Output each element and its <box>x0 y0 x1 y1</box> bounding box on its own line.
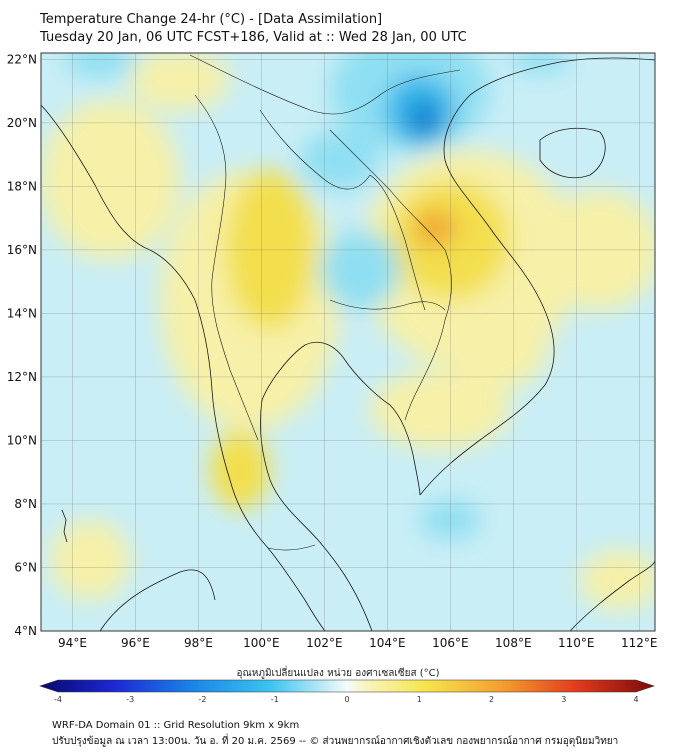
longitude-tick-label: 104°E <box>369 636 406 650</box>
map-frame <box>40 52 656 632</box>
latitude-tick-label: 4°N <box>14 624 37 638</box>
border-malaysia-thailand <box>267 544 316 551</box>
colorbar-tick-label: 3 <box>561 695 566 704</box>
latitude-tick-label: 14°N <box>7 306 37 320</box>
colorbar-gradient <box>39 679 655 693</box>
cool-anomaly-upper <box>300 130 380 190</box>
coastline-borneo <box>569 559 655 631</box>
border-thailand-myanmar <box>194 94 259 441</box>
model-info: WRF-DA Domain 01 :: Grid Resolution 9km … <box>52 720 300 731</box>
latitude-tick-label: 6°N <box>14 560 37 574</box>
longitude-tick-label: 94°E <box>58 636 87 650</box>
colorbar-ticks: -4 -3 -2 -1 0 1 2 3 4 <box>54 695 639 704</box>
longitude-tick-label: 106°E <box>432 636 469 650</box>
latitude-tick-label: 22°N <box>7 52 37 66</box>
cool-anomaly-south <box>420 500 480 540</box>
warm-anomaly-west <box>41 100 180 260</box>
longitude-tick-label: 112°E <box>621 636 658 650</box>
colorbar-tick-label: 2 <box>489 695 494 704</box>
colder-core-gulf-tonkin <box>409 102 441 138</box>
cool-anomaly-northwest <box>65 53 135 78</box>
colorbar-tick-label: 1 <box>417 695 422 704</box>
warm-anomaly-vietnam <box>450 290 550 390</box>
latitude-tick-label: 12°N <box>7 370 37 384</box>
border-thailand-cambodia <box>329 299 446 311</box>
coastline-vietnam <box>419 57 655 496</box>
coastline-hainan <box>539 127 606 179</box>
border-china-north <box>189 54 461 115</box>
country-borders <box>189 54 461 551</box>
longitude-tick-label: 96°E <box>121 636 150 650</box>
colorbar-tick-label: -3 <box>126 695 134 704</box>
border-laos-vietnam <box>329 129 452 321</box>
warm-anomaly-southwest <box>50 520 130 600</box>
coastline-gulf-thailand <box>261 341 421 496</box>
latitude-tick-label: 10°N <box>7 433 37 447</box>
map-subtitle: Tuesday 20 Jan, 06 UTC FCST+186, Valid a… <box>40 30 467 45</box>
colorbar-tick-label: -2 <box>199 695 207 704</box>
latitude-tick-label: 8°N <box>14 497 37 511</box>
coastline-sumatra <box>99 569 216 631</box>
longitude-tick-label: 100°E <box>243 636 280 650</box>
longitude-tick-label: 110°E <box>558 636 595 650</box>
cool-anomaly-northeast <box>510 53 570 74</box>
colorbar-tick-label: 4 <box>633 695 638 704</box>
latitude-tick-label: 20°N <box>7 116 37 130</box>
warm-anomaly-north <box>130 53 230 110</box>
latitude-tick-label: 16°N <box>7 243 37 257</box>
warm-anomaly-peninsula <box>210 430 270 510</box>
warm-anomaly-cambodia <box>370 370 510 450</box>
hot-core-laos <box>413 210 457 246</box>
warm-anomaly-southeast <box>580 550 655 610</box>
colorbar: -4 -3 -2 -1 0 1 2 3 4 <box>39 679 655 704</box>
longitude-tick-label: 108°E <box>495 636 532 650</box>
cool-anomaly-isan <box>320 230 400 310</box>
map-title: Temperature Change 24-hr (°C) - [Data As… <box>40 12 383 27</box>
coastline-andaman <box>61 509 68 543</box>
border-thailand-laos <box>259 109 426 311</box>
update-credit: ปรับปรุงข้อมูล ณ เวลา 13:00น. วัน อ. ที่… <box>52 736 619 747</box>
colorbar-tick-label: 0 <box>344 695 349 704</box>
colorbar-tick-label: -1 <box>271 695 279 704</box>
latitude-tick-label: 18°N <box>7 179 37 193</box>
longitude-tick-label: 98°E <box>184 636 213 650</box>
temperature-field <box>41 53 655 631</box>
axis-labels: 94°E 96°E 98°E 100°E 102°E 104°E 106°E 108°E 110… <box>7 52 658 650</box>
border-cambodia-vietnam <box>404 319 446 421</box>
longitude-tick-label: 102°E <box>306 636 343 650</box>
coastline-myanmar <box>41 104 326 631</box>
colorbar-title: อุณหภูมิเปลี่ยนแปลง หน่วย องศาเซลเซียส (… <box>236 668 440 679</box>
coastlines <box>41 57 655 631</box>
colorbar-tick-label: -4 <box>54 695 62 704</box>
